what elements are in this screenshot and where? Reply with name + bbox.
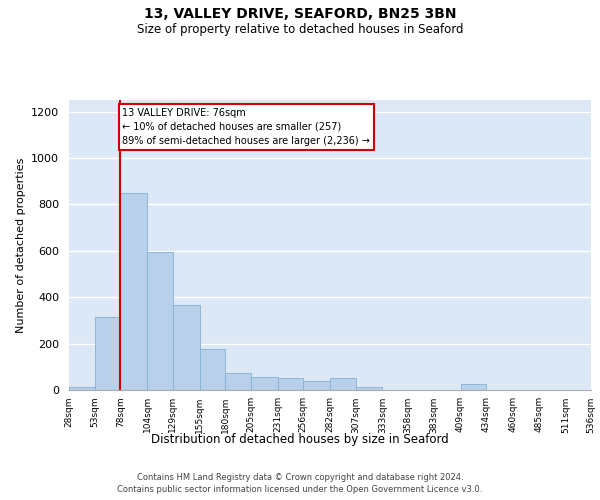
Text: Contains HM Land Registry data © Crown copyright and database right 2024.: Contains HM Land Registry data © Crown c… (137, 472, 463, 482)
Bar (173, 306, 199, 390)
Text: Size of property relative to detached houses in Seaford: Size of property relative to detached ho… (137, 22, 463, 36)
Bar (461, 384, 486, 390)
Text: 13, VALLEY DRIVE, SEAFORD, BN25 3BN: 13, VALLEY DRIVE, SEAFORD, BN25 3BN (144, 8, 456, 22)
Bar (69, 386, 95, 390)
Bar (121, 193, 147, 390)
Text: 13 VALLEY DRIVE: 76sqm
← 10% of detached houses are smaller (257)
89% of semi-de: 13 VALLEY DRIVE: 76sqm ← 10% of detached… (122, 108, 370, 146)
Bar (278, 378, 303, 390)
Bar (95, 317, 121, 390)
Text: Contains public sector information licensed under the Open Government Licence v3: Contains public sector information licen… (118, 485, 482, 494)
Text: Distribution of detached houses by size in Seaford: Distribution of detached houses by size … (151, 432, 449, 446)
Bar (356, 386, 382, 390)
Bar (251, 377, 278, 390)
Bar (303, 380, 330, 390)
Bar (147, 252, 173, 390)
Bar (330, 378, 356, 390)
Bar (199, 350, 225, 390)
Y-axis label: Number of detached properties: Number of detached properties (16, 158, 26, 332)
Bar (225, 372, 251, 390)
